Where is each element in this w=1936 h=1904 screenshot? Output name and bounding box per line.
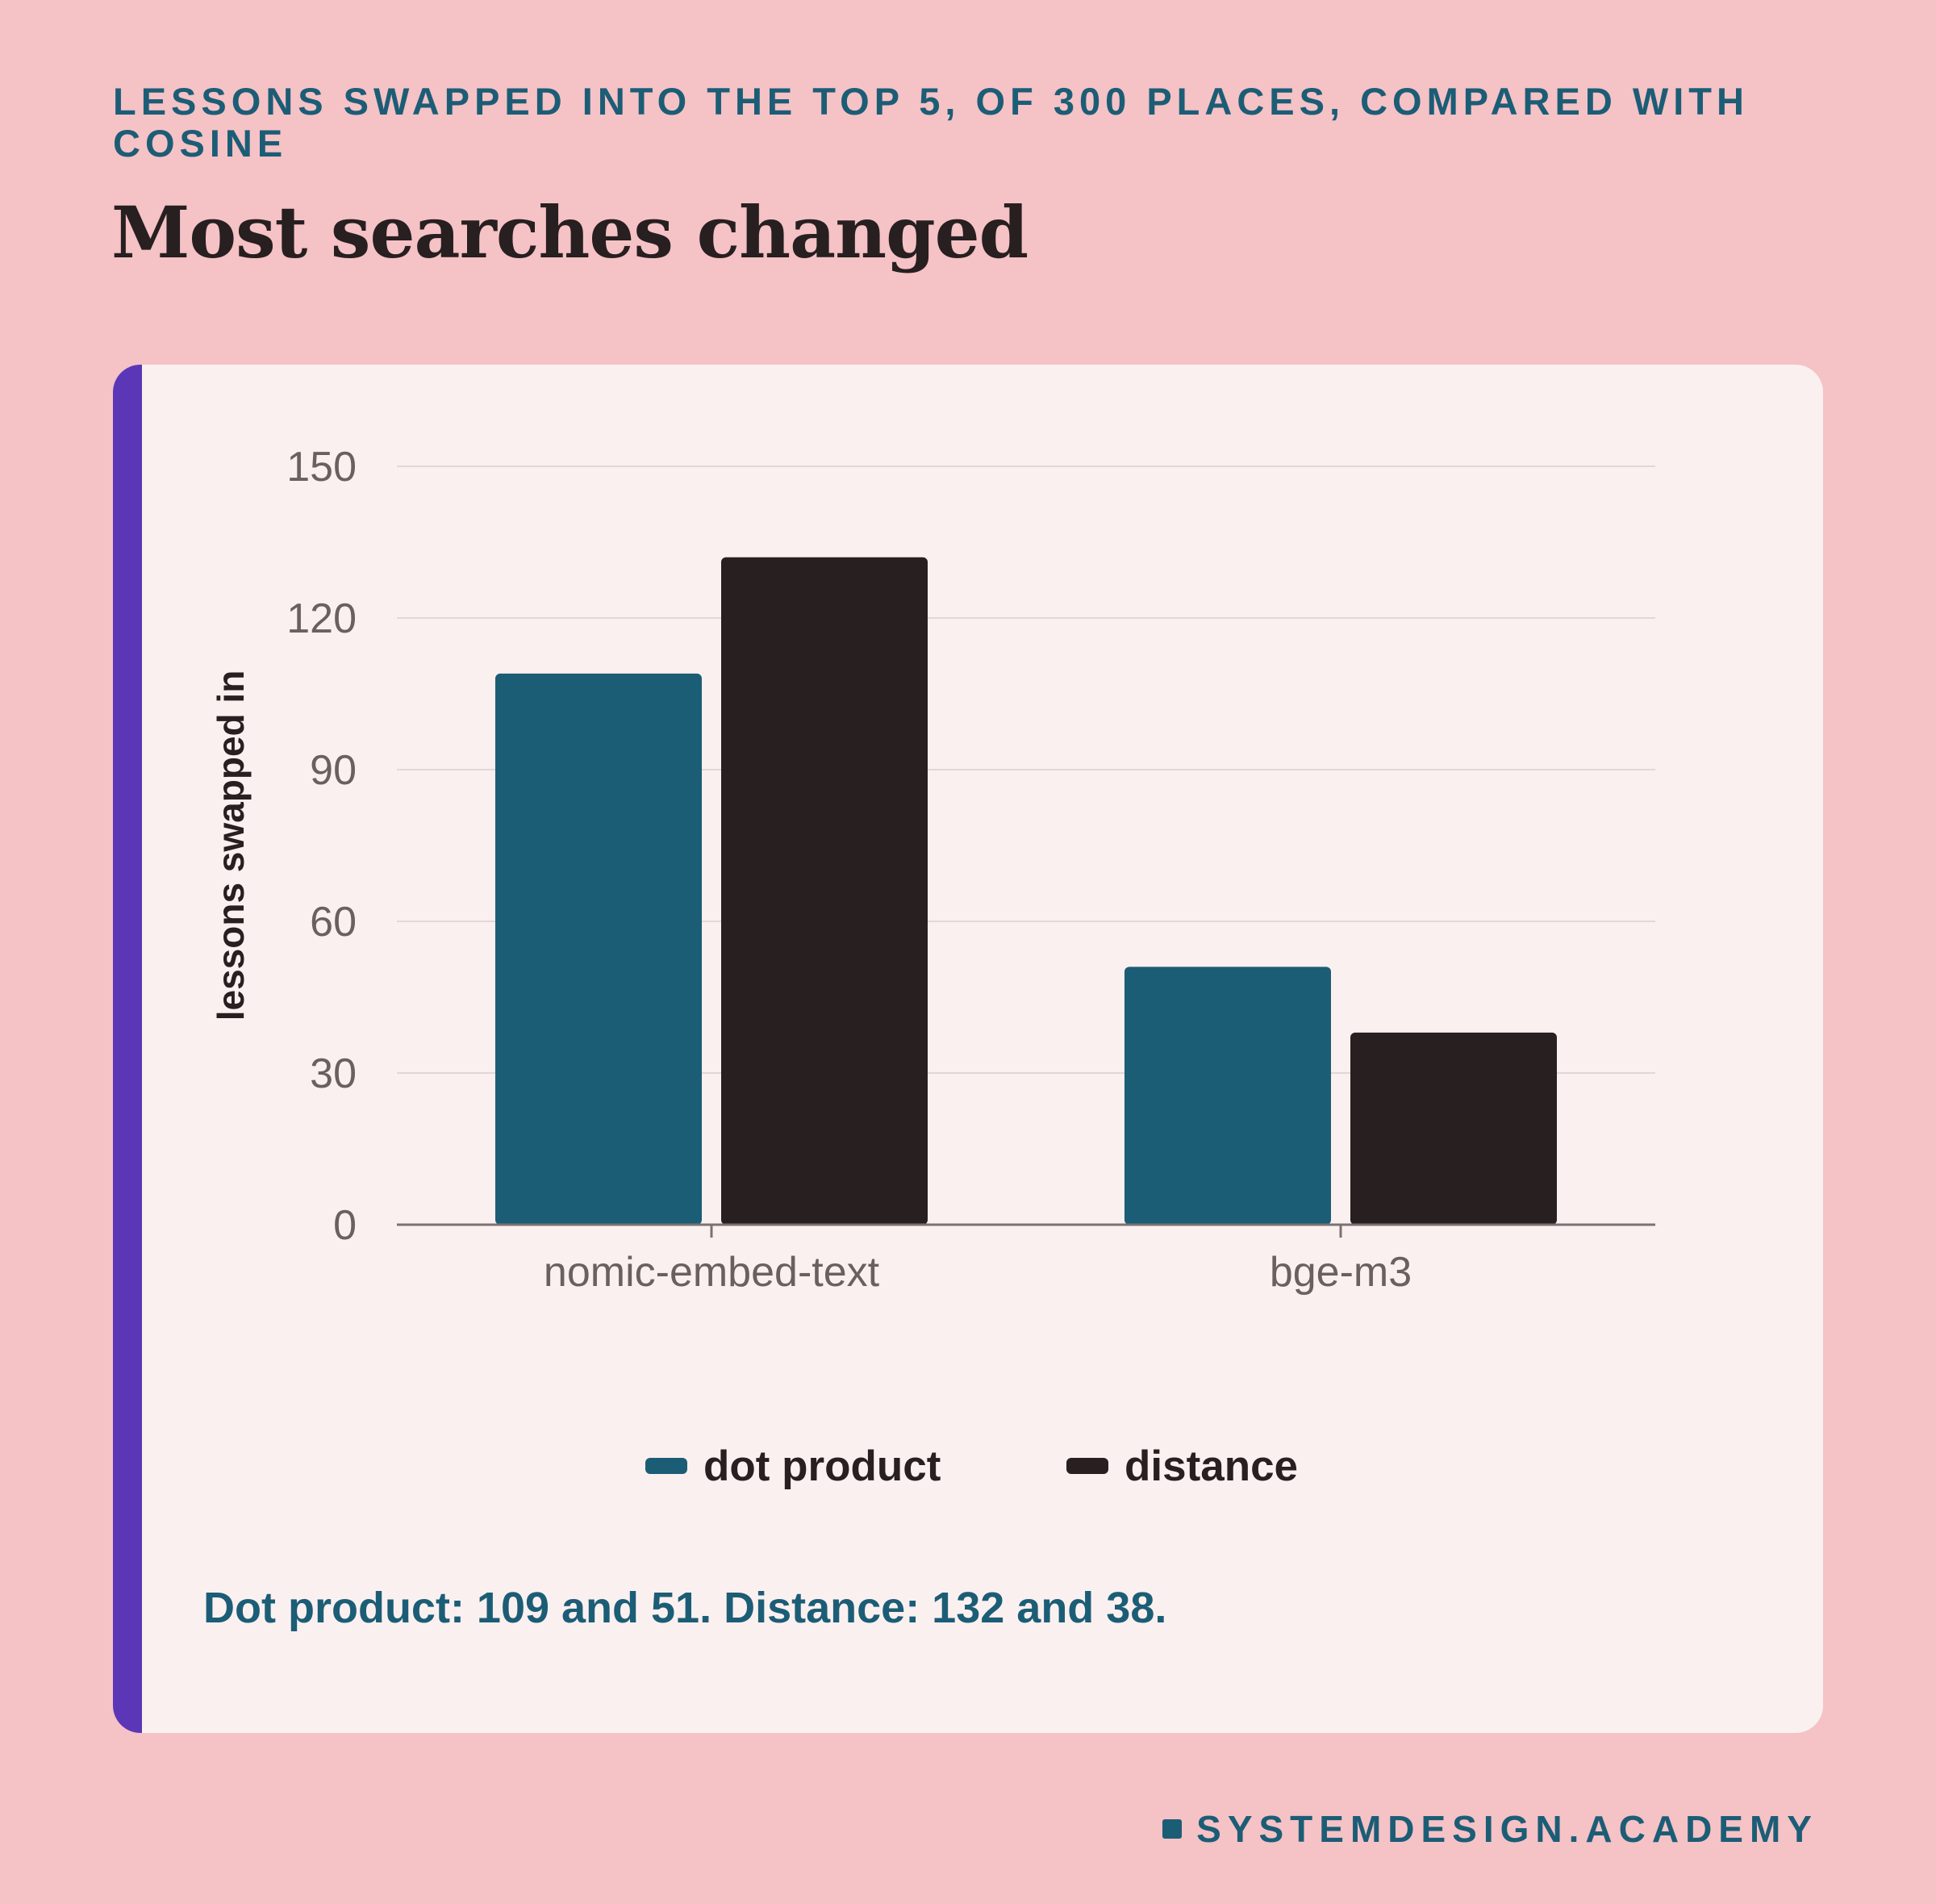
chart-kicker: LESSONS SWAPPED INTO THE TOP 5, OF 300 P… — [113, 80, 1749, 165]
legend-swatch-distance — [1066, 1458, 1108, 1474]
brand-footer: SYSTEMDESIGN.ACADEMY — [1162, 1807, 1818, 1851]
y-tick-label-60: 60 — [310, 899, 357, 946]
y-tick-label-150: 150 — [286, 444, 357, 491]
legend-label-dot-product: dot product — [703, 1442, 941, 1490]
y-tick-label-90: 90 — [310, 747, 357, 794]
card-accent-bar — [113, 365, 142, 1733]
brand-name: SYSTEMDESIGN.ACADEMY — [1196, 1808, 1818, 1850]
bar-nomic-embed-text-dot-product — [495, 673, 702, 1225]
legend-swatch-dot-product — [645, 1458, 687, 1474]
y-tick-label-0: 0 — [333, 1202, 357, 1249]
y-tick-label-30: 30 — [310, 1050, 357, 1097]
chart-note: Dot product: 109 and 51. Distance: 132 a… — [203, 1584, 1167, 1632]
x-tick-label-bge-m3: bge-m3 — [1270, 1249, 1412, 1296]
chart-card: 0 30 60 90 120 150 lessons swapped in nomic-emb… — [113, 365, 1823, 1733]
chart-legend: dot product distance — [113, 1438, 1823, 1494]
bar-chart: 0 30 60 90 120 150 lessons swapped in nomic-emb… — [210, 444, 1655, 1296]
bar-bge-m3-distance — [1350, 1032, 1557, 1225]
legend-item-distance: distance — [1066, 1438, 1298, 1494]
bar-bge-m3-dot-product — [1124, 967, 1331, 1225]
x-tick-label-nomic-embed-text: nomic-embed-text — [544, 1249, 880, 1296]
legend-item-dot-product: dot product — [645, 1438, 941, 1494]
chart-headline: Most searches changed — [111, 190, 1028, 274]
y-axis-label: lessons swapped in — [210, 670, 252, 1021]
bar-nomic-embed-text-distance — [721, 557, 928, 1225]
legend-label-distance: distance — [1124, 1442, 1299, 1490]
y-tick-label-120: 120 — [286, 595, 357, 642]
brand-square-icon — [1162, 1819, 1183, 1839]
